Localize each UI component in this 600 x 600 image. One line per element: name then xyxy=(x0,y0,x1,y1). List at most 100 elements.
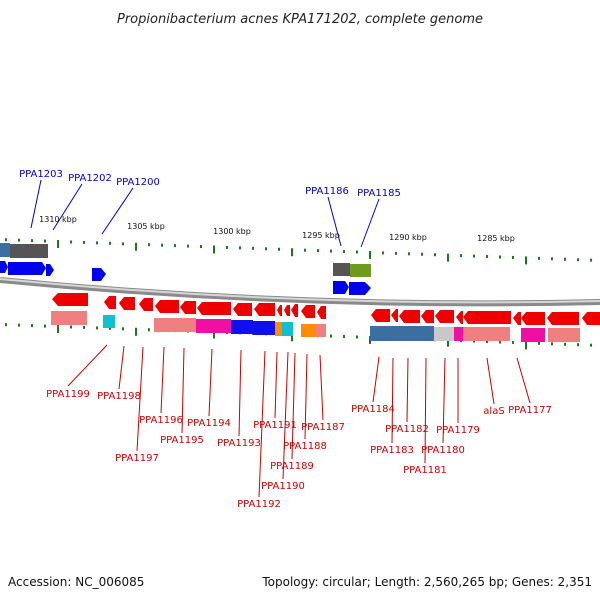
gene-ppa1194[interactable] xyxy=(180,301,196,314)
gene-ppa1181[interactable] xyxy=(421,310,434,323)
gene-ppa1180[interactable] xyxy=(435,310,454,323)
gene-label-bottom[interactable]: PPA1188 xyxy=(283,441,327,452)
gene-ppa1196[interactable] xyxy=(139,298,153,311)
annotation-bar xyxy=(301,324,316,337)
gene-ppa1200[interactable] xyxy=(46,264,54,276)
gene-label-bottom[interactable]: PPA1197 xyxy=(115,453,159,464)
annotation-bar xyxy=(333,263,350,276)
gene-label-bottom[interactable]: PPA1199 xyxy=(46,389,90,400)
annotation-bar xyxy=(521,328,545,342)
annotation-bar xyxy=(154,318,196,332)
label-leader-line xyxy=(319,354,324,421)
gene-ppa1197[interactable] xyxy=(119,297,135,310)
gene-ppa1185[interactable] xyxy=(349,282,371,295)
gene-ppa1188[interactable] xyxy=(291,304,298,317)
annotation-bar xyxy=(196,319,231,333)
label-leader-line xyxy=(372,356,380,403)
gene-ppa1195[interactable] xyxy=(155,300,179,313)
label-leader-line xyxy=(516,357,531,404)
gene-ppa1203[interactable] xyxy=(0,261,8,273)
kbp-label: 1285 kbp xyxy=(477,234,515,243)
reverse-annotation-bars xyxy=(51,311,580,342)
gene-ppa1187b[interactable] xyxy=(317,306,326,319)
label-leader-line xyxy=(327,196,342,247)
label-leader-line xyxy=(282,351,289,480)
annotation-bar xyxy=(253,321,275,335)
kbp-label: 1300 kbp xyxy=(213,227,251,236)
kbp-scale-labels: 1310 kbp 1305 kbp 1300 kbp 1295 kbp 1290 kbp… xyxy=(39,215,515,243)
gene-label-bottom[interactable]: PPA1182 xyxy=(385,424,429,435)
gene-ppa1202[interactable] xyxy=(8,262,46,275)
gene-ppa1183[interactable] xyxy=(391,309,398,322)
gene-label-bottom[interactable]: PPA1181 xyxy=(403,465,447,476)
label-leader-line xyxy=(406,357,409,423)
annotation-bar xyxy=(51,311,87,325)
annotation-bar xyxy=(103,315,115,328)
gene-ppa1184[interactable] xyxy=(371,309,390,322)
label-leader-line xyxy=(238,349,242,437)
annotation-bar xyxy=(454,327,463,341)
label-leader-line xyxy=(67,344,108,387)
gene-label-bottom[interactable]: PPA1195 xyxy=(160,435,204,446)
gene-label-top[interactable]: PPA1185 xyxy=(357,188,401,199)
gene-ppa1176[interactable] xyxy=(547,312,579,325)
gene-alas[interactable] xyxy=(463,311,511,324)
label-leader-line xyxy=(52,183,83,231)
label-leader-line xyxy=(424,357,427,464)
label-leader-line xyxy=(258,350,266,498)
gene-label-bottom[interactable]: PPA1196 xyxy=(139,415,183,426)
gene-label-bottom[interactable]: PPA1198 xyxy=(97,391,141,402)
gene-ppa1182[interactable] xyxy=(399,310,420,323)
gene-label-bottom[interactable]: PPA1191 xyxy=(253,420,297,431)
label-leader-line xyxy=(304,353,308,440)
gene-label-top[interactable]: PPA1186 xyxy=(305,186,349,197)
gene-ppa1189[interactable] xyxy=(284,305,290,316)
gene-label-top[interactable]: PPA1203 xyxy=(19,169,63,180)
annotation-bar xyxy=(463,327,510,341)
gene-label-bottom[interactable]: PPA1183 xyxy=(370,445,414,456)
gene-label-bottom[interactable]: PPA1187 xyxy=(301,422,345,433)
gene-label-bottom[interactable]: PPA1192 xyxy=(237,499,281,510)
accession-text: Accession: NC_006085 xyxy=(8,575,144,589)
gene-ppa1190[interactable] xyxy=(277,305,282,316)
label-leader-line xyxy=(101,187,134,235)
gene-label-bottom[interactable]: PPA1184 xyxy=(351,404,395,415)
gene-ppa1192[interactable] xyxy=(233,303,252,316)
label-leader-line xyxy=(442,357,446,444)
gene-label-bottom[interactable]: PPA1190 xyxy=(261,481,305,492)
gene-label-bottom[interactable]: alaS xyxy=(483,406,504,417)
gene-ppa1177[interactable] xyxy=(513,312,521,325)
annotation-bar xyxy=(0,243,10,257)
gene-ppa1198[interactable] xyxy=(104,296,116,309)
gene-ppa1179[interactable] xyxy=(456,311,463,324)
gene-label-bottom[interactable]: PPA1193 xyxy=(217,438,261,449)
kbp-label: 1305 kbp xyxy=(127,222,165,231)
gene-ppa1175[interactable] xyxy=(582,312,600,325)
label-leader-line xyxy=(486,357,495,405)
gene-label-bottom[interactable]: PPA1179 xyxy=(436,425,480,436)
gene-ppa1186[interactable] xyxy=(333,281,349,294)
annotation-bar xyxy=(370,326,434,341)
gene-label-top[interactable]: PPA1202 xyxy=(68,173,112,184)
gene-label-bottom[interactable]: PPA1180 xyxy=(421,445,465,456)
gene-label-bottom[interactable]: PPA1189 xyxy=(270,461,314,472)
label-leader-line xyxy=(136,346,144,452)
kbp-label: 1290 kbp xyxy=(389,233,427,242)
gene-ppa1193[interactable] xyxy=(197,302,231,315)
kbp-label: 1310 kbp xyxy=(39,215,77,224)
gene-label-top[interactable]: PPA1200 xyxy=(116,177,160,188)
gene-label-bottom[interactable]: PPA1194 xyxy=(187,418,231,429)
gene-ppa1187[interactable] xyxy=(301,305,315,318)
gene-ppa1191[interactable] xyxy=(254,303,275,316)
annotation-bar xyxy=(316,324,326,337)
gene-ppa1199[interactable] xyxy=(52,293,88,306)
annotation-bar xyxy=(231,320,253,334)
gene-ppa1199-fwd[interactable] xyxy=(92,268,106,281)
gene-label-bottom[interactable]: PPA1177 xyxy=(508,405,552,416)
label-leader-line xyxy=(160,346,165,414)
genome-summary-text: Topology: circular; Length: 2,560,265 bp… xyxy=(261,575,592,589)
gene-ppa1177b[interactable] xyxy=(521,312,545,325)
reverse-strand-genes xyxy=(52,293,600,325)
label-leader-line xyxy=(274,351,278,419)
